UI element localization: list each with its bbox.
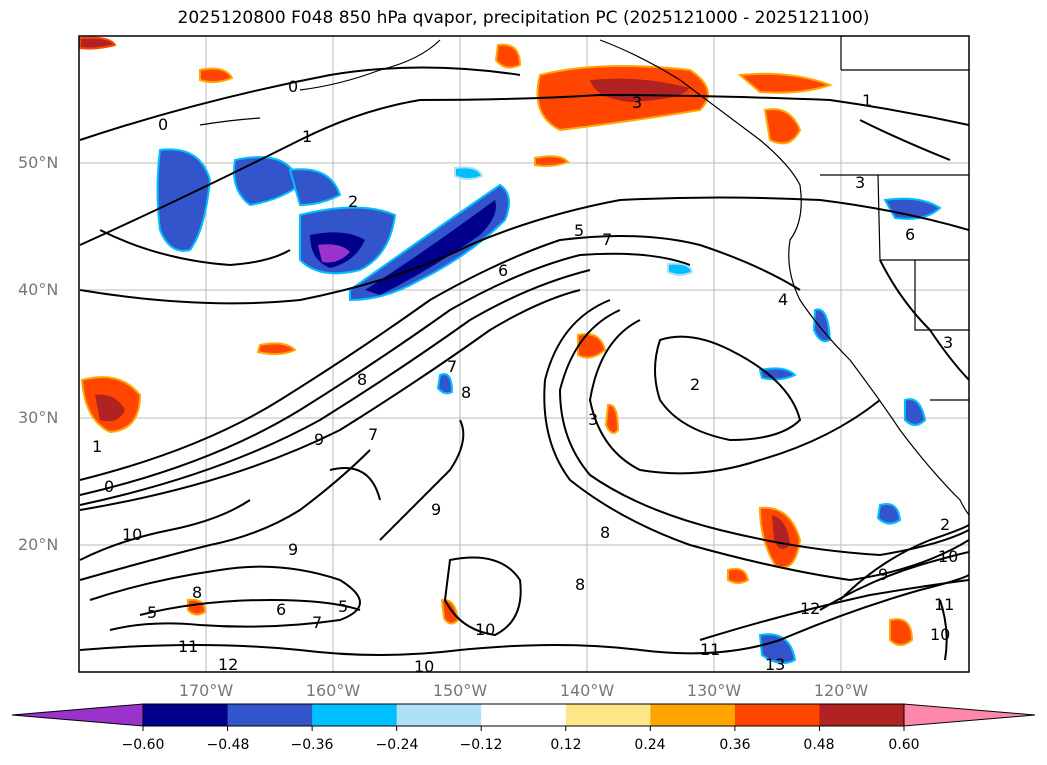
contour-label: 8 <box>575 575 585 594</box>
colorbar-tick-label: −0.48 <box>206 737 250 753</box>
contour-label: 8 <box>461 383 471 402</box>
contour-label: 11 <box>934 595 954 614</box>
contour-label: 7 <box>312 613 322 632</box>
contour-label: 9 <box>288 540 298 559</box>
contour-label: 8 <box>192 583 202 602</box>
contour-labels: 0 1 0 2 5 7 6 3 1 3 6 4 3 2 3 8 7 8 9 7 … <box>92 77 958 676</box>
lon-label: 120°W <box>813 681 869 700</box>
precip-negative-areas <box>156 148 942 665</box>
contour-label: 9 <box>431 500 441 519</box>
contour-label: 12 <box>800 599 820 618</box>
coastlines <box>199 36 969 516</box>
contour-label: 4 <box>778 290 788 309</box>
lat-label: 40°N <box>18 280 59 299</box>
lon-label: 170°W <box>178 681 234 700</box>
precip-positive-areas <box>79 36 914 646</box>
contour-label: 1 <box>302 127 312 146</box>
lat-label: 50°N <box>18 153 59 172</box>
colorbar-tick-label: −0.24 <box>375 737 419 753</box>
contour-label: 2 <box>690 375 700 394</box>
colorbar-tick-label: 0.12 <box>550 737 582 753</box>
contour-label: 3 <box>588 410 598 429</box>
contour-label: 10 <box>930 625 950 644</box>
contour-label: 9 <box>878 565 888 584</box>
lon-label: 160°W <box>305 681 361 700</box>
colorbar-tick-label: −0.60 <box>121 737 165 753</box>
contour-label: 11 <box>178 637 198 656</box>
contour-label: 0 <box>104 477 114 496</box>
lon-label: 130°W <box>686 681 742 700</box>
contour-label: 3 <box>632 93 642 112</box>
colorbar-tick-label: −0.36 <box>290 737 334 753</box>
contour-label: 6 <box>905 225 915 244</box>
gridlines <box>79 36 969 672</box>
contour-label: 5 <box>338 597 348 616</box>
contour-label: 5 <box>574 221 584 240</box>
contour-label: 7 <box>368 425 378 444</box>
contour-label: 7 <box>602 230 612 249</box>
contour-label: 1 <box>92 437 102 456</box>
contour-label: 10 <box>475 620 495 639</box>
contour-label: 8 <box>600 523 610 542</box>
contour-label: 6 <box>276 600 286 619</box>
map-title: 2025120800 F048 850 hPa qvapor, precipit… <box>177 8 870 28</box>
colorbar-tick-label: 0.24 <box>634 737 666 753</box>
contour-label: 10 <box>414 657 434 676</box>
contour-label: 3 <box>855 173 865 192</box>
colorbar-tick-label: −0.12 <box>459 737 503 753</box>
contour-label: 12 <box>218 655 238 674</box>
contour-label: 0 <box>288 77 298 96</box>
contour-label: 1 <box>862 91 872 110</box>
lat-label: 30°N <box>18 408 59 427</box>
contour-label: 3 <box>943 333 953 352</box>
lon-label: 150°W <box>432 681 488 700</box>
contour-label: 9 <box>314 430 324 449</box>
colorbar-tick-label: 0.36 <box>719 737 751 753</box>
contour-label: 8 <box>357 370 367 389</box>
lat-label: 20°N <box>18 535 59 554</box>
contour-label: 10 <box>122 525 142 544</box>
contour-label: 2 <box>940 515 950 534</box>
colorbar-tick-label: 0.48 <box>803 737 835 753</box>
contour-label: 6 <box>498 261 508 280</box>
contour-label: 2 <box>348 192 358 211</box>
contour-label: 10 <box>938 547 958 566</box>
contour-label: 5 <box>147 603 157 622</box>
contour-label: 7 <box>447 357 457 376</box>
contour-label: 13 <box>765 655 785 674</box>
contour-label: 11 <box>700 640 720 659</box>
colorbar-tick-label: 0.60 <box>888 737 920 753</box>
lon-label: 140°W <box>559 681 615 700</box>
contour-label: 0 <box>158 115 168 134</box>
